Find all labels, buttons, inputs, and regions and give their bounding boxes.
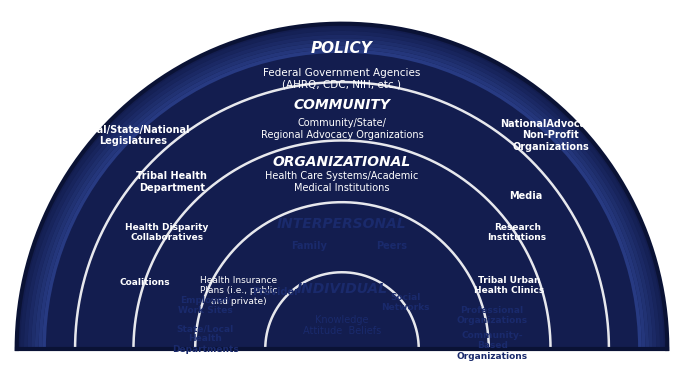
Text: ORGANIZATIONAL: ORGANIZATIONAL	[273, 155, 411, 169]
Wedge shape	[213, 220, 471, 349]
Text: State/Local
Health
Departments: State/Local Health Departments	[172, 324, 239, 354]
Wedge shape	[42, 49, 642, 349]
Wedge shape	[90, 97, 594, 349]
Text: POLICY: POLICY	[311, 41, 373, 56]
Text: Tribal Health
Department: Tribal Health Department	[136, 171, 207, 193]
Wedge shape	[75, 82, 609, 349]
Wedge shape	[145, 152, 539, 349]
Text: Health Care Systems/Academic
Medical Institutions: Health Care Systems/Academic Medical Ins…	[265, 171, 419, 193]
Text: Local/State/National
Legislatures: Local/State/National Legislatures	[78, 125, 189, 146]
Wedge shape	[75, 82, 609, 349]
Text: Health Insurance
Plans (i.e., public
and private): Health Insurance Plans (i.e., public and…	[200, 276, 277, 306]
Wedge shape	[21, 27, 663, 349]
Wedge shape	[285, 291, 399, 349]
Wedge shape	[137, 144, 547, 349]
Wedge shape	[265, 272, 419, 349]
Wedge shape	[86, 93, 598, 349]
Wedge shape	[82, 89, 602, 349]
Wedge shape	[195, 202, 489, 349]
Wedge shape	[209, 215, 475, 349]
Wedge shape	[299, 306, 385, 349]
Wedge shape	[200, 206, 484, 349]
Text: Knowledge
Attitude  Beliefs: Knowledge Attitude Beliefs	[303, 315, 381, 337]
Text: Peers: Peers	[377, 241, 408, 250]
Wedge shape	[149, 156, 535, 349]
Wedge shape	[161, 167, 523, 349]
Wedge shape	[101, 108, 583, 349]
Wedge shape	[133, 141, 551, 349]
Wedge shape	[31, 38, 653, 349]
Wedge shape	[195, 202, 489, 349]
Wedge shape	[38, 45, 646, 349]
Wedge shape	[24, 31, 660, 349]
Text: Professional
Organizations: Professional Organizations	[457, 306, 528, 325]
Wedge shape	[141, 148, 543, 349]
Text: Tribal Urban
Health Clinics: Tribal Urban Health Clinics	[474, 276, 544, 295]
Wedge shape	[157, 164, 527, 349]
Text: INTERPERSONAL: INTERPERSONAL	[277, 217, 407, 231]
Wedge shape	[153, 160, 531, 349]
Text: Employer/
Work Sites: Employer/ Work Sites	[178, 296, 233, 315]
Wedge shape	[265, 272, 419, 349]
Text: Health Disparity
Collaboratives: Health Disparity Collaboratives	[125, 223, 209, 242]
Wedge shape	[222, 229, 462, 349]
Text: COMMUNITY: COMMUNITY	[293, 99, 391, 112]
Wedge shape	[280, 287, 404, 349]
Text: Research
Institutions: Research Institutions	[488, 223, 547, 242]
Wedge shape	[289, 296, 395, 349]
Wedge shape	[16, 24, 668, 349]
Wedge shape	[35, 42, 649, 349]
Wedge shape	[217, 224, 467, 349]
Wedge shape	[133, 141, 551, 349]
Wedge shape	[204, 211, 480, 349]
Wedge shape	[275, 282, 409, 349]
Text: Provider: Provider	[252, 287, 299, 297]
Text: Family: Family	[291, 241, 326, 250]
Text: Federal Government Agencies
(AHRQ, CDC, NIH, etc.): Federal Government Agencies (AHRQ, CDC, …	[263, 68, 421, 89]
Text: Media: Media	[509, 191, 542, 200]
Wedge shape	[27, 35, 657, 349]
Wedge shape	[16, 24, 668, 349]
Wedge shape	[93, 100, 591, 349]
Text: Community-
Based
Organizations: Community- Based Organizations	[457, 331, 528, 361]
Wedge shape	[79, 86, 605, 349]
Text: Coalitions: Coalitions	[120, 278, 170, 287]
Wedge shape	[270, 277, 414, 349]
Wedge shape	[97, 104, 587, 349]
Text: INDIVIDUAL: INDIVIDUAL	[296, 282, 388, 296]
Text: NationalAdvocacy/
Non-Profit
Organizations: NationalAdvocacy/ Non-Profit Organizatio…	[499, 119, 601, 152]
Wedge shape	[294, 301, 390, 349]
Text: Community/State/
Regional Advocacy Organizations: Community/State/ Regional Advocacy Organ…	[261, 118, 423, 139]
Text: Social
Networks: Social Networks	[381, 293, 430, 312]
Wedge shape	[226, 233, 458, 349]
